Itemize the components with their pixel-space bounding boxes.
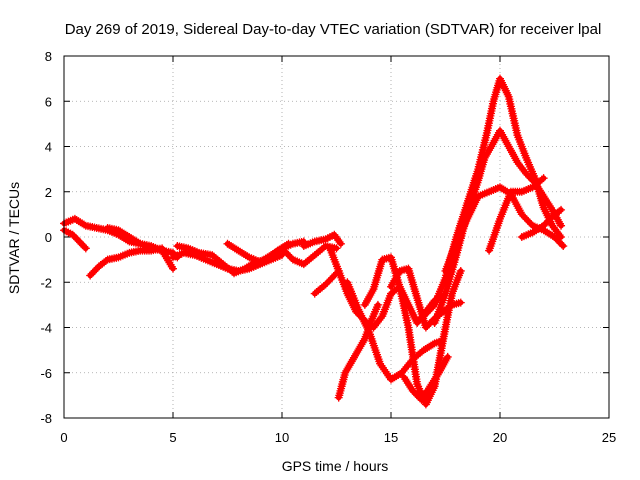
x-tick-label: 20 bbox=[493, 430, 507, 445]
data-series bbox=[60, 74, 568, 409]
series-track-20 bbox=[485, 174, 548, 255]
y-tick-label: 8 bbox=[45, 49, 52, 64]
series-track-19 bbox=[441, 183, 568, 275]
series-markers bbox=[485, 174, 548, 255]
series-markers bbox=[103, 223, 177, 273]
x-tick-label: 15 bbox=[384, 430, 398, 445]
series-track-16 bbox=[400, 352, 452, 404]
y-tick-label: 0 bbox=[45, 230, 52, 245]
y-tick-label: -2 bbox=[40, 275, 52, 290]
x-axis-label: GPS time / hours bbox=[282, 458, 389, 474]
series-track-9 bbox=[299, 230, 345, 251]
chart-title: Day 269 of 2019, Sidereal Day-to-day VTE… bbox=[65, 21, 602, 38]
series-track-4 bbox=[103, 223, 177, 273]
series-markers bbox=[299, 230, 345, 251]
y-tick-label: -6 bbox=[40, 366, 52, 381]
y-tick-label: -4 bbox=[40, 321, 52, 336]
x-tick-label: 10 bbox=[275, 430, 289, 445]
y-tick-label: 2 bbox=[45, 185, 52, 200]
series-track-8 bbox=[267, 242, 341, 269]
x-tick-label: 25 bbox=[602, 430, 616, 445]
x-tick-label: 0 bbox=[60, 430, 67, 445]
y-axis-label: SDTVAR / TECUs bbox=[6, 182, 22, 294]
series-markers bbox=[517, 205, 566, 241]
y-tick-label: 6 bbox=[45, 94, 52, 109]
series-markers bbox=[400, 352, 452, 404]
y-tick-label: -8 bbox=[40, 411, 52, 426]
y-tick-label: 4 bbox=[45, 140, 52, 155]
series-markers bbox=[441, 183, 568, 275]
x-tick-label: 5 bbox=[169, 430, 176, 445]
series-track-21 bbox=[517, 205, 566, 241]
axis-ticks: 0 5 10 15 20 25 -8 -6 -4 -2 0 2 4 6 8 bbox=[40, 49, 616, 445]
